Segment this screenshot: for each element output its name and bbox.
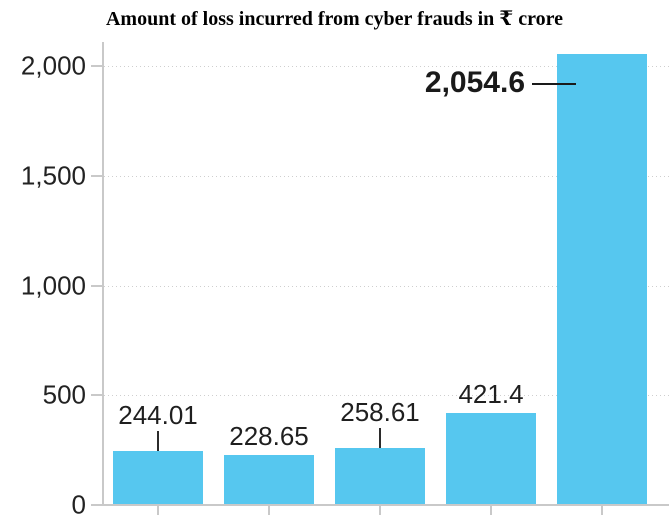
x-axis	[91, 504, 669, 506]
bar	[224, 454, 314, 505]
bar-value-label: 421.4	[458, 378, 524, 409]
bar-value-label: 258.61	[340, 397, 420, 428]
y-axis-tick	[91, 65, 103, 67]
bar	[113, 451, 203, 505]
y-tick-label: 1,000	[20, 270, 86, 300]
x-axis-tick	[490, 506, 492, 515]
y-tick-label: 0	[71, 489, 86, 515]
bar-value-label: 228.65	[229, 420, 309, 451]
gridline	[104, 395, 669, 397]
x-axis-tick	[268, 506, 270, 515]
gridline	[104, 175, 669, 177]
y-axis-tick	[91, 394, 103, 397]
bar-value-label: 2,054.6	[424, 66, 525, 99]
y-tick-label: 2,000	[20, 50, 86, 81]
callout-line	[379, 428, 381, 449]
callout-line	[157, 431, 159, 452]
bar-value-label: 244.01	[118, 400, 198, 431]
y-tick-label: 500	[42, 379, 86, 410]
chart-title: Amount of loss incurred from cyber fraud…	[105, 8, 564, 30]
y-tick-label: 1,500	[20, 160, 86, 191]
bar	[446, 412, 536, 505]
x-axis-tick	[157, 506, 159, 515]
gridline	[104, 66, 669, 67]
x-axis-tick	[601, 506, 603, 515]
y-axis	[102, 42, 104, 506]
gridline	[104, 285, 669, 287]
bar	[557, 54, 647, 505]
x-axis-tick	[379, 506, 381, 515]
callout-line	[532, 83, 576, 85]
y-axis-tick	[91, 174, 103, 177]
bar	[335, 448, 425, 505]
y-axis-tick	[91, 284, 103, 287]
